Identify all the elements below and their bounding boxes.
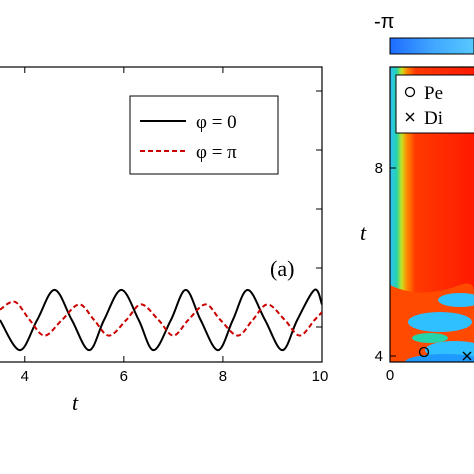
heatmap-frame: [389, 66, 474, 363]
legend-cross-marker: [405, 112, 415, 122]
heatmap-legend-label-pe: Pe: [424, 83, 443, 104]
x-tick-label-0: 0: [386, 367, 394, 384]
legend-box: [129, 95, 279, 175]
panel-b: -π 8 4 t 0 Pe Di: [360, 11, 474, 384]
legend-circle-marker: [404, 86, 416, 98]
heatmap-y-ticks: 8 4: [375, 160, 396, 365]
marker-circle: [418, 346, 430, 358]
series-line-phi-0: [0, 288, 322, 352]
y-tick-label-4: 4: [375, 348, 383, 365]
marker-cross: [462, 351, 472, 361]
plot-frame: [0, 66, 323, 363]
legend: φ = 0 φ = π: [129, 95, 279, 175]
legend-label-phi-pi: φ = π: [196, 142, 237, 163]
panel-a: 4 6 8 10 t (a) φ = 0 φ = π: [0, 66, 329, 415]
x-axis-label: t: [72, 390, 79, 415]
series-line-phi-pi: [0, 300, 322, 337]
legend-label-phi-0: φ = 0: [196, 112, 237, 133]
x-tick-label: 8: [219, 368, 227, 385]
y-axis-ticks: [316, 90, 322, 328]
colorbar-min-label: -π: [374, 11, 394, 33]
heatmap-y-axis-label: t: [360, 220, 367, 245]
colorbar: [389, 37, 474, 55]
x-axis-ticks: 4 6 8 10: [21, 67, 329, 385]
y-tick-label-8: 8: [375, 160, 383, 177]
heatmap-legend: Pe Di: [395, 74, 474, 134]
heatmap-legend-box: [395, 74, 474, 134]
x-tick-label: 10: [312, 368, 329, 385]
x-tick-label: 4: [21, 368, 29, 385]
x-tick-label: 6: [120, 368, 128, 385]
heatmap-legend-label-di: Di: [424, 108, 443, 129]
panel-label: (a): [270, 256, 294, 281]
